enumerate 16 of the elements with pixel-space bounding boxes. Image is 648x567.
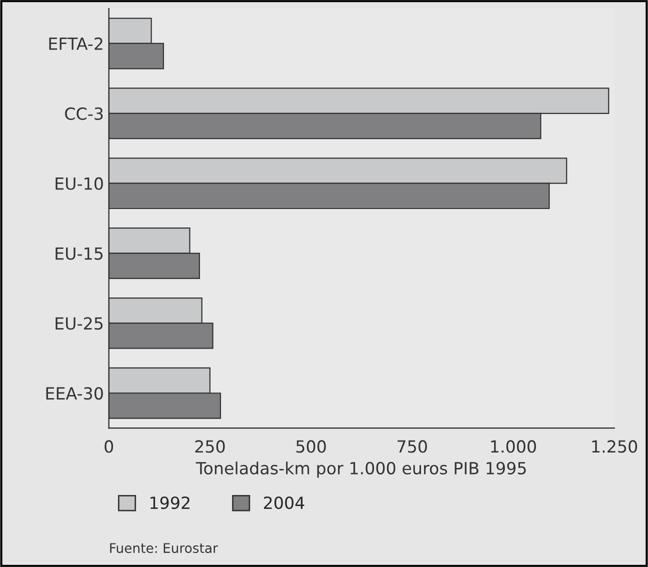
- x-tick-label: 1.000: [491, 440, 536, 453]
- legend-label: 1992: [150, 496, 190, 510]
- legend-label: 2004: [264, 496, 304, 510]
- y-tick-label: EEA-30: [46, 387, 103, 400]
- y-tick-label: EFTA-2: [49, 37, 102, 50]
- y-tick-label: CC-3: [65, 107, 103, 120]
- x-tick-label: 1.250: [592, 440, 638, 453]
- y-tick-label: EU-25: [56, 317, 103, 330]
- x-tick-label: 250: [195, 440, 225, 453]
- x-tick-label: 0: [104, 440, 114, 453]
- y-tick-label: EU-15: [56, 247, 103, 260]
- y-tick-label: EU-10: [56, 177, 103, 190]
- x-tick-label: 500: [296, 440, 326, 453]
- x-axis-title: Toneladas-km por 1.000 euros PIB 1995: [196, 462, 526, 478]
- x-tick-label: 750: [398, 440, 427, 453]
- source-note: Fuente: Eurostar: [110, 543, 218, 554]
